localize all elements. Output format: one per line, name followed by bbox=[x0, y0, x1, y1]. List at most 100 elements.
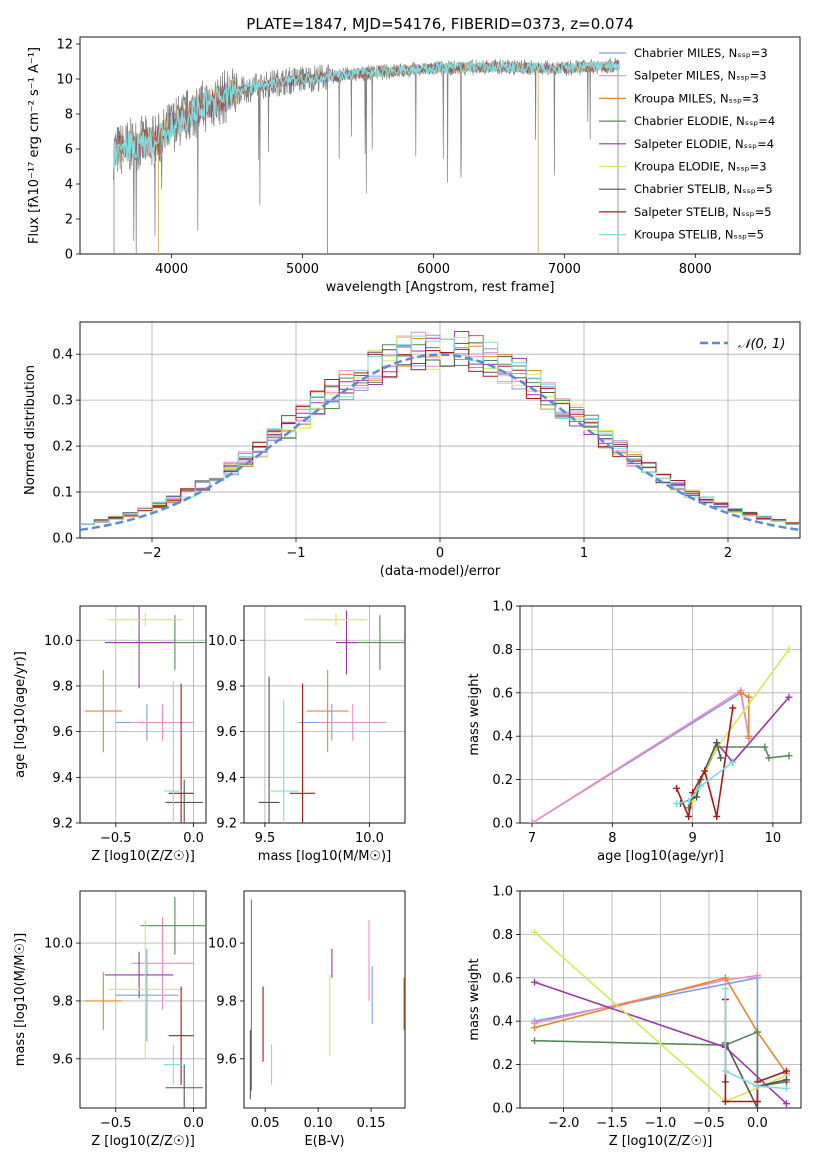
errorbar-salpeter_miles bbox=[131, 917, 194, 1010]
legend-entry-chabrier_elodie: Chabrier ELODIE, Nₛₛₚ=4 bbox=[634, 114, 775, 128]
marker-salpeter_stelib bbox=[713, 812, 721, 820]
x-tick-label: 10 bbox=[765, 831, 782, 846]
marker-chabrier_stelib bbox=[713, 739, 721, 747]
legend-entry-normal: 𝒩(0, 1) bbox=[738, 337, 785, 352]
y-tick-label: 0.3 bbox=[52, 394, 73, 409]
y-tick-label: 9.8 bbox=[52, 679, 73, 694]
histogram-chabrier_stelib bbox=[80, 342, 800, 525]
errorbar-kroupa_miles bbox=[84, 669, 122, 753]
errorbar-kroupa_stelib bbox=[164, 681, 183, 823]
x-tick-label: −1.0 bbox=[645, 1116, 677, 1131]
plot-frame bbox=[519, 890, 802, 1109]
x-tick-label: 2 bbox=[724, 546, 732, 561]
y-axis-label: age [log10(age/yr)] bbox=[13, 651, 28, 778]
y-tick-label: 0.2 bbox=[52, 440, 73, 455]
y-tick-label: 4 bbox=[65, 178, 73, 193]
x-tick-label: 9.5 bbox=[255, 831, 276, 846]
errorbar-kroupa_miles bbox=[84, 972, 122, 1030]
plot-area bbox=[113, 57, 620, 254]
y-tick-label: 0.2 bbox=[492, 1058, 513, 1073]
errorbar-salpeter_miles bbox=[131, 704, 194, 741]
y-tick-label: 1.0 bbox=[492, 885, 513, 900]
marker-salpeter_elodie bbox=[785, 693, 793, 701]
y-tick-label: 10.0 bbox=[208, 634, 237, 649]
line-kroupa_stelib bbox=[676, 761, 734, 805]
plot-frame bbox=[243, 605, 406, 824]
x-tick-label: 0.0 bbox=[183, 1116, 204, 1131]
line-salpeter_miles bbox=[531, 689, 750, 823]
marker-chabrier_elodie bbox=[531, 1037, 539, 1045]
marker-chabrier_stelib bbox=[782, 1076, 790, 1084]
x-axis-label: Z [log10(Z/Z☉)] bbox=[91, 849, 195, 864]
errorbar-chabrier_miles bbox=[115, 948, 178, 1042]
y-tick-label: 6 bbox=[65, 143, 73, 158]
x-tick-label: 6000 bbox=[417, 262, 450, 277]
errorbar-salpeter_elodie bbox=[104, 606, 174, 689]
errorbar-kroupa_stelib bbox=[164, 1044, 183, 1085]
marker-chabrier_elodie bbox=[765, 754, 773, 762]
y-tick-label: 10.0 bbox=[44, 634, 73, 649]
y-tick-label: 10.0 bbox=[208, 937, 237, 952]
y-tick-label: 2 bbox=[65, 213, 73, 228]
y-tick-label: 9.2 bbox=[52, 817, 73, 832]
errorbar-chabrier_stelib bbox=[165, 1064, 203, 1108]
marker-salpeter_elodie bbox=[782, 1100, 790, 1108]
marker-kroupa_stelib bbox=[729, 758, 737, 766]
y-tick-label: 0.0 bbox=[492, 817, 513, 832]
x-axis-label: wavelength [Angstrom, rest frame] bbox=[326, 280, 555, 295]
legend-entry-salpeter_stelib: Salpeter STELIB, Nₛₛₚ=5 bbox=[634, 205, 772, 219]
x-tick-label: −2 bbox=[142, 546, 161, 561]
plot-area bbox=[80, 331, 800, 532]
errorbar-chabrier_elodie bbox=[140, 896, 206, 955]
x-tick-label: −0.5 bbox=[100, 831, 132, 846]
errorbar-chabrier_stelib bbox=[258, 676, 280, 823]
plot-area bbox=[84, 606, 206, 823]
marker-salpeter_elodie bbox=[531, 978, 539, 986]
errorbar-salpeter_miles bbox=[319, 704, 387, 741]
line-salpeter_stelib bbox=[675, 707, 734, 820]
marker-kroupa_miles bbox=[737, 689, 745, 697]
marker-kroupa_stelib bbox=[697, 782, 705, 790]
x-tick-label: 5000 bbox=[286, 262, 319, 277]
marker-chabrier_elodie bbox=[785, 752, 793, 760]
model-spectrum-kroupa_stelib bbox=[113, 59, 620, 168]
marker-salpeter_stelib bbox=[673, 784, 681, 792]
y-tick-label: 0 bbox=[65, 248, 73, 263]
x-tick-label: 0.0 bbox=[183, 831, 204, 846]
normal-curve bbox=[80, 353, 800, 532]
legend-entry-salpeter_elodie: Salpeter ELODIE, Nₛₛₚ=4 bbox=[634, 137, 774, 151]
errorbar-salpeter_stelib bbox=[168, 986, 194, 1085]
errorbar-salpeter_elodie bbox=[336, 610, 357, 675]
errorbar-kroupa_elodie bbox=[108, 919, 183, 1059]
marker-kroupa_elodie bbox=[531, 928, 539, 936]
errorbar-chabrier_stelib bbox=[165, 779, 203, 823]
marker-kroupa_elodie bbox=[785, 645, 793, 653]
x-tick-label: −2.0 bbox=[548, 1116, 580, 1131]
y-axis-label: mass [log10(M/M☉)] bbox=[13, 933, 28, 1066]
marker-salpeter_stelib bbox=[753, 1097, 761, 1105]
x-axis-label: age [log10(age/yr)] bbox=[597, 849, 724, 864]
y-tick-label: 9.4 bbox=[52, 771, 73, 786]
x-axis-label: E(B-V) bbox=[304, 1134, 344, 1149]
y-tick-label: 9.4 bbox=[216, 771, 237, 786]
errorbar-chabrier_elodie bbox=[350, 615, 405, 670]
y-tick-label: 8 bbox=[65, 108, 73, 123]
plot-frame bbox=[79, 890, 207, 1109]
marker-kroupa_miles bbox=[721, 974, 729, 982]
marker-salpeter_miles bbox=[528, 819, 536, 823]
x-tick-label: 0.15 bbox=[357, 1116, 386, 1131]
marker-salpeter_stelib bbox=[685, 812, 693, 820]
legend-entry-kroupa_miles: Kroupa MILES, Nₛₛₚ=3 bbox=[634, 91, 759, 105]
x-tick-label: −1 bbox=[286, 546, 305, 561]
y-axis-label: mass weight bbox=[467, 673, 482, 755]
plot-frame bbox=[519, 605, 802, 824]
marker-kroupa_stelib bbox=[753, 1082, 761, 1090]
line-chabrier_miles bbox=[531, 691, 750, 823]
y-tick-label: 0.8 bbox=[492, 928, 513, 943]
marker-chabrier_stelib bbox=[717, 754, 725, 762]
marker-kroupa_miles bbox=[745, 693, 753, 701]
plot-area bbox=[258, 610, 405, 823]
marker-salpeter_stelib bbox=[729, 704, 737, 712]
plot-frame bbox=[79, 36, 801, 255]
